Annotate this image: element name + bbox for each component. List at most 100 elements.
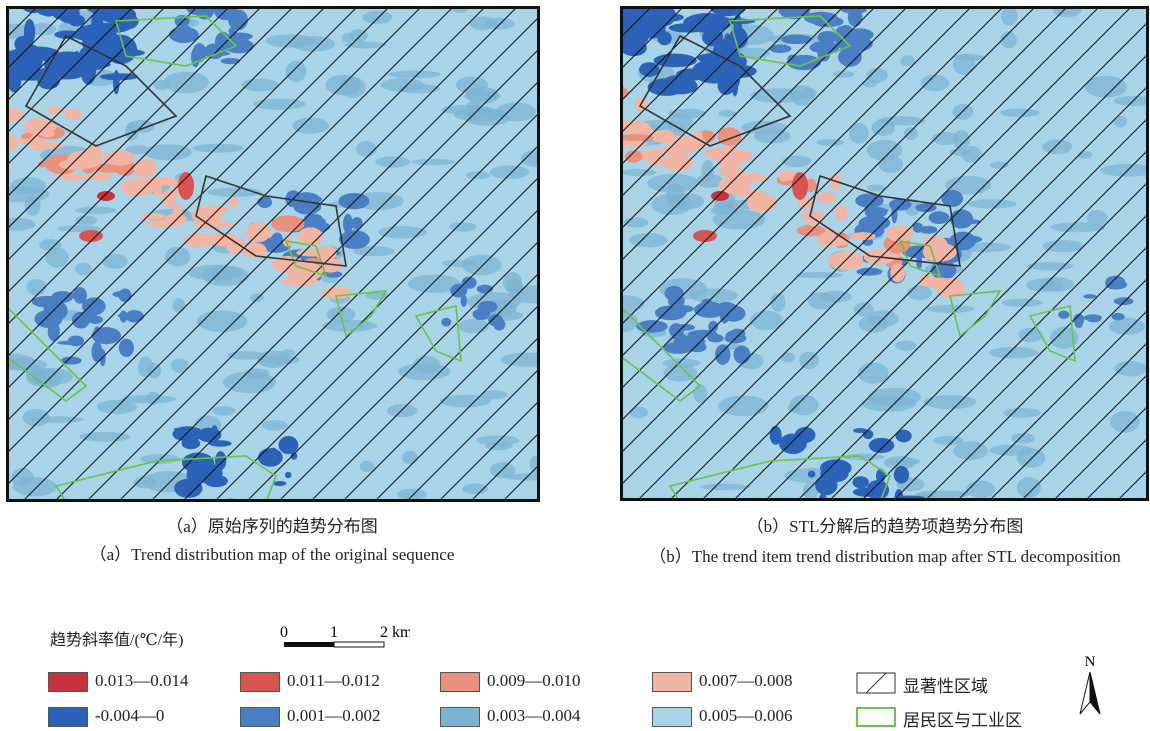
legend-label: 0.001—0.002 <box>287 706 381 726</box>
patch <box>929 211 950 224</box>
legend-label: 0.011—0.012 <box>287 671 380 691</box>
patch <box>75 216 97 226</box>
patch <box>817 139 844 146</box>
patch <box>75 263 92 276</box>
caption-en: （b）The trend item trend distribution map… <box>640 540 1130 574</box>
patch <box>966 480 995 498</box>
patch <box>1083 294 1096 298</box>
patch <box>953 441 987 460</box>
legend-swatch <box>240 672 280 692</box>
patch <box>621 40 647 56</box>
patch <box>362 11 392 24</box>
patch <box>182 438 201 450</box>
patch <box>859 216 891 231</box>
patch <box>286 61 307 83</box>
patch <box>163 72 209 94</box>
patch <box>626 140 647 147</box>
scale-bar: 0 1 2 km <box>270 622 410 652</box>
patch <box>1002 299 1042 307</box>
legend-label: 0.005—0.006 <box>699 706 793 726</box>
patch <box>102 254 127 269</box>
caption-zh: （a）原始序列的趋势分布图 <box>22 512 522 537</box>
legend-swatch <box>48 707 88 727</box>
legend-swatch <box>48 672 88 692</box>
patch <box>820 291 852 303</box>
patch <box>456 77 488 94</box>
patch <box>629 407 648 419</box>
patch <box>140 213 165 220</box>
legend-label: 0.009—0.010 <box>487 671 581 691</box>
scale-segment <box>334 642 384 647</box>
patch <box>228 9 248 30</box>
patch <box>449 222 477 231</box>
patch <box>1043 240 1084 252</box>
patch <box>266 34 315 47</box>
patch <box>953 130 970 150</box>
legend-title: 趋势斜率值/(℃/年) <box>50 626 183 650</box>
legend-label: -0.004—0 <box>95 706 164 726</box>
patch <box>125 310 143 322</box>
map <box>620 6 1149 501</box>
patch <box>952 104 973 120</box>
patch <box>411 159 455 165</box>
patch <box>852 476 868 488</box>
legend-swatch <box>652 707 692 727</box>
patch <box>718 127 742 145</box>
patch <box>503 272 522 293</box>
legend-swatch <box>652 672 692 692</box>
patch <box>104 150 135 165</box>
patch <box>894 466 909 484</box>
legend-label: 0.013—0.014 <box>95 671 189 691</box>
patch <box>91 327 121 344</box>
patch <box>869 208 888 212</box>
patch <box>162 189 175 208</box>
patch <box>662 155 693 171</box>
patch <box>708 149 743 161</box>
residential-swatch <box>856 707 896 727</box>
patch <box>285 472 292 478</box>
patch <box>719 164 742 178</box>
patch <box>258 448 283 467</box>
patch <box>100 73 138 80</box>
patch <box>1114 297 1134 305</box>
patch <box>676 69 706 81</box>
legend-swatch <box>440 672 480 692</box>
patch <box>833 71 855 78</box>
patch <box>466 101 482 111</box>
patch <box>351 217 362 230</box>
north-arrow: N <box>1075 652 1105 720</box>
patch <box>1109 318 1145 335</box>
patch <box>82 298 106 316</box>
patch <box>140 454 180 464</box>
patch <box>490 166 529 179</box>
patch <box>919 277 955 287</box>
patch <box>1000 109 1039 117</box>
scale-label: 1 <box>330 624 338 641</box>
hatch-swatch <box>856 672 896 694</box>
legend-swatch <box>440 707 480 727</box>
map-body <box>6 6 540 502</box>
patch <box>64 109 82 120</box>
patch <box>79 230 103 242</box>
patch <box>27 279 47 296</box>
patch <box>724 33 731 49</box>
patch <box>904 127 918 140</box>
patch <box>835 205 848 221</box>
patch <box>153 80 170 90</box>
patch <box>223 372 276 394</box>
patch <box>968 199 1017 208</box>
patch <box>134 158 157 177</box>
patch <box>1075 321 1083 328</box>
patch <box>781 352 795 362</box>
patch <box>1042 140 1072 155</box>
patch <box>239 33 249 47</box>
patch <box>119 339 134 357</box>
page: （a）原始序列的趋势分布图 （a）Trend distribution map … <box>0 0 1150 729</box>
scale-label: 0 <box>280 624 288 641</box>
scale-label: 2 km <box>380 624 410 641</box>
patch <box>360 461 375 472</box>
patch <box>478 301 498 313</box>
patch <box>711 191 729 201</box>
patch <box>305 217 326 227</box>
patch <box>808 471 816 478</box>
